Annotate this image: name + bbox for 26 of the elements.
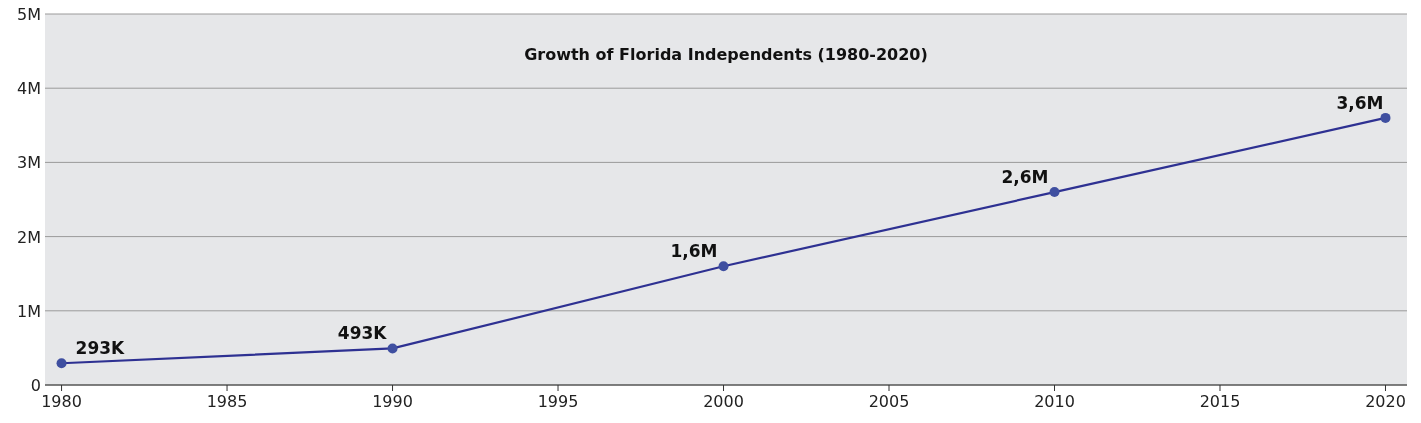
- text: Growth of Florida Independents (1980-2020): [524, 45, 928, 64]
- point: [56, 358, 67, 369]
- point: [718, 261, 729, 272]
- x-tick-label: 1980: [41, 392, 82, 411]
- x-tick-label: 1995: [537, 392, 579, 411]
- data-label: 1,6M: [670, 241, 718, 262]
- point: [1049, 187, 1060, 198]
- y-tick-label: 2M: [17, 227, 41, 247]
- data-label: 493K: [337, 323, 388, 344]
- x-tick-label: 1985: [206, 392, 248, 411]
- data-label: 3,6M: [1336, 92, 1384, 113]
- data-label: 293K: [75, 338, 126, 359]
- y-tick-label: 3M: [17, 153, 41, 173]
- y-tick-label: 1M: [17, 301, 41, 321]
- x-tick-label: 2015: [1199, 392, 1241, 411]
- x-tick-label: 2020: [1365, 392, 1406, 411]
- x-tick-label: 2005: [868, 392, 910, 411]
- x-tick-label: 2010: [1034, 392, 1075, 411]
- point: [387, 343, 398, 354]
- x-tick-label: 2000: [703, 392, 744, 411]
- x-tick-label: 1990: [372, 392, 413, 411]
- y-tick-label: 0: [30, 376, 41, 395]
- data-label: 2,6M: [1001, 167, 1049, 188]
- point: [1380, 112, 1391, 123]
- y-tick-label: 4M: [17, 79, 41, 99]
- y-tick-label: 5M: [17, 5, 41, 24]
